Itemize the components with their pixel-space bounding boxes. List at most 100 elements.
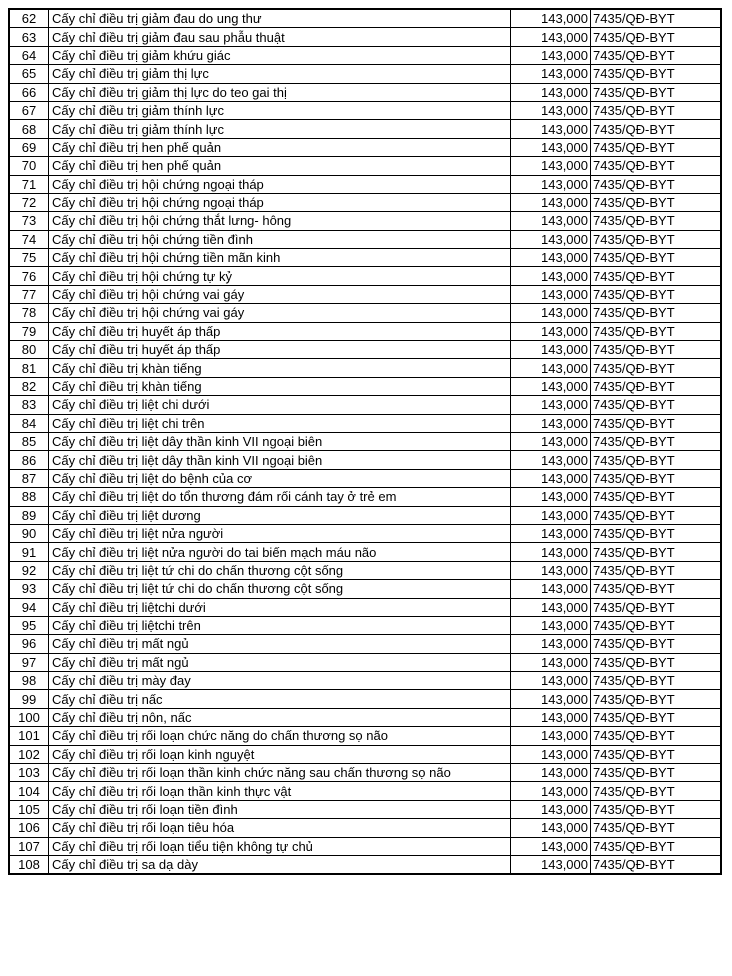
table-row: 89 Cấy chỉ điều trị liệt dương 143,000 7435… xyxy=(8,505,722,525)
price-cell: 143,000 xyxy=(510,119,591,139)
price-cell: 143,000 xyxy=(510,229,591,250)
price-cell: 143,000 xyxy=(510,358,591,378)
service-name-cell: Cấy chỉ điều trị mất ngủ xyxy=(48,634,511,654)
table-row: 93 Cấy chỉ điều trị liệt tứ chi do chấn t… xyxy=(8,579,722,599)
decision-code-cell: 7435/QĐ-BYT xyxy=(590,266,722,286)
table-row: 90 Cấy chỉ điều trị liệt nửa người 143,000… xyxy=(8,523,722,544)
decision-code-cell: 7435/QĐ-BYT xyxy=(590,303,722,323)
price-cell: 143,000 xyxy=(510,137,591,158)
table-row: 72 Cấy chỉ điều trị hội chứng ngoại tháp 1… xyxy=(8,192,722,213)
decision-code-cell: 7435/QĐ-BYT xyxy=(590,248,722,268)
price-cell: 143,000 xyxy=(510,211,591,231)
price-cell: 143,000 xyxy=(510,854,591,875)
row-number-cell: 63 xyxy=(8,27,49,47)
row-number-cell: 76 xyxy=(8,266,49,286)
service-name-cell: Cấy chỉ điều trị giảm thị lực do teo gai… xyxy=(48,82,511,102)
decision-code-cell: 7435/QĐ-BYT xyxy=(590,413,722,433)
service-name-cell: Cấy chỉ điều trị liệtchi dưới xyxy=(48,597,511,617)
price-cell: 143,000 xyxy=(510,431,591,452)
decision-code-cell: 7435/QĐ-BYT xyxy=(590,615,722,636)
row-number-cell: 67 xyxy=(8,100,49,121)
price-cell: 143,000 xyxy=(510,597,591,617)
price-cell: 143,000 xyxy=(510,174,591,194)
decision-code-cell: 7435/QĐ-BYT xyxy=(590,560,722,581)
decision-code-cell: 7435/QĐ-BYT xyxy=(590,707,722,728)
service-name-cell: Cấy chỉ điều trị rối loạn tiêu hóa xyxy=(48,818,511,838)
decision-code-cell: 7435/QĐ-BYT xyxy=(590,597,722,617)
price-cell: 143,000 xyxy=(510,799,591,820)
service-name-cell: Cấy chỉ điều trị khàn tiếng xyxy=(48,358,511,378)
table-row: 91 Cấy chỉ điều trị liệt nửa người do tai… xyxy=(8,542,722,562)
decision-code-cell: 7435/QĐ-BYT xyxy=(590,45,722,66)
service-name-cell: Cấy chỉ điều trị liệt dây thần kinh VII … xyxy=(48,450,511,470)
row-number-cell: 95 xyxy=(8,615,49,636)
service-name-cell: Cấy chỉ điều trị hội chứng thắt lưng- hô… xyxy=(48,211,511,231)
table-row: 102 Cấy chỉ điều trị rối loạn kinh nguyệt… xyxy=(8,744,722,765)
decision-code-cell: 7435/QĐ-BYT xyxy=(590,744,722,765)
decision-code-cell: 7435/QĐ-BYT xyxy=(590,192,722,213)
price-cell: 143,000 xyxy=(510,615,591,636)
table-row: 99 Cấy chỉ điều trị nấc 143,000 7435/QĐ-BYT xyxy=(8,689,722,709)
service-name-cell: Cấy chỉ điều trị sa dạ dày xyxy=(48,854,511,875)
price-cell: 143,000 xyxy=(510,671,591,691)
table-row: 107 Cấy chỉ điều trị rối loạn tiểu tiện k… xyxy=(8,836,722,856)
decision-code-cell: 7435/QĐ-BYT xyxy=(590,781,722,801)
price-cell: 143,000 xyxy=(510,652,591,673)
table-row: 77 Cấy chỉ điều trị hội chứng vai gáy 143,… xyxy=(8,284,722,305)
table-row: 106 Cấy chỉ điều trị rối loạn tiêu hóa 143… xyxy=(8,818,722,838)
table-row: 67 Cấy chỉ điều trị giảm thính lực 143,000… xyxy=(8,100,722,121)
service-name-cell: Cấy chỉ điều trị hội chứng tiền mãn kinh xyxy=(48,248,511,268)
price-cell: 143,000 xyxy=(510,27,591,47)
row-number-cell: 101 xyxy=(8,726,49,746)
decision-code-cell: 7435/QĐ-BYT xyxy=(590,652,722,673)
row-number-cell: 70 xyxy=(8,156,49,176)
price-cell: 143,000 xyxy=(510,781,591,801)
table-row: 62 Cấy chỉ điều trị giảm đau do ung thư 14… xyxy=(8,8,722,29)
price-cell: 143,000 xyxy=(510,303,591,323)
price-cell: 143,000 xyxy=(510,744,591,765)
price-cell: 143,000 xyxy=(510,707,591,728)
decision-code-cell: 7435/QĐ-BYT xyxy=(590,487,722,507)
decision-code-cell: 7435/QĐ-BYT xyxy=(590,726,722,746)
row-number-cell: 71 xyxy=(8,174,49,194)
service-name-cell: Cấy chỉ điều trị giảm thính lực xyxy=(48,119,511,139)
decision-code-cell: 7435/QĐ-BYT xyxy=(590,431,722,452)
decision-code-cell: 7435/QĐ-BYT xyxy=(590,284,722,305)
row-number-cell: 103 xyxy=(8,763,49,783)
row-number-cell: 100 xyxy=(8,707,49,728)
row-number-cell: 89 xyxy=(8,505,49,525)
table-row: 68 Cấy chỉ điều trị giảm thính lực 143,000… xyxy=(8,119,722,139)
table-row: 64 Cấy chỉ điều trị giảm khứu giác 143,000… xyxy=(8,45,722,66)
row-number-cell: 98 xyxy=(8,671,49,691)
table-row: 98 Cấy chỉ điều trị mày đay 143,000 7435/QĐ… xyxy=(8,671,722,691)
price-cell: 143,000 xyxy=(510,321,591,342)
decision-code-cell: 7435/QĐ-BYT xyxy=(590,64,722,84)
decision-code-cell: 7435/QĐ-BYT xyxy=(590,229,722,250)
price-cell: 143,000 xyxy=(510,836,591,856)
service-name-cell: Cấy chỉ điều trị giảm đau do ung thư xyxy=(48,8,511,29)
decision-code-cell: 7435/QĐ-BYT xyxy=(590,523,722,544)
row-number-cell: 96 xyxy=(8,634,49,654)
row-number-cell: 72 xyxy=(8,192,49,213)
service-name-cell: Cấy chỉ điều trị mất ngủ xyxy=(48,652,511,673)
row-number-cell: 97 xyxy=(8,652,49,673)
table-row: 65 Cấy chỉ điều trị giảm thị lực 143,000 74… xyxy=(8,64,722,84)
service-name-cell: Cấy chỉ điều trị khàn tiếng xyxy=(48,376,511,397)
table-row: 85 Cấy chỉ điều trị liệt dây thần kinh VI… xyxy=(8,431,722,452)
row-number-cell: 104 xyxy=(8,781,49,801)
price-cell: 143,000 xyxy=(510,8,591,29)
price-cell: 143,000 xyxy=(510,634,591,654)
table-row: 83 Cấy chỉ điều trị liệt chi dưới 143,000 7… xyxy=(8,395,722,415)
service-name-cell: Cấy chỉ điều trị giảm đau sau phẫu thuật xyxy=(48,27,511,47)
row-number-cell: 99 xyxy=(8,689,49,709)
table-row: 92 Cấy chỉ điều trị liệt tứ chi do chấn t… xyxy=(8,560,722,581)
service-name-cell: Cấy chỉ điều trị hen phế quản xyxy=(48,137,511,158)
row-number-cell: 74 xyxy=(8,229,49,250)
price-cell: 143,000 xyxy=(510,560,591,581)
service-name-cell: Cấy chỉ điều trị hội chứng tự kỷ xyxy=(48,266,511,286)
service-name-cell: Cấy chỉ điều trị giảm thị lực xyxy=(48,64,511,84)
decision-code-cell: 7435/QĐ-BYT xyxy=(590,82,722,102)
service-name-cell: Cấy chỉ điều trị rối loạn chức năng do c… xyxy=(48,726,511,746)
table-row: 69 Cấy chỉ điều trị hen phế quản 143,000 74… xyxy=(8,137,722,158)
row-number-cell: 105 xyxy=(8,799,49,820)
